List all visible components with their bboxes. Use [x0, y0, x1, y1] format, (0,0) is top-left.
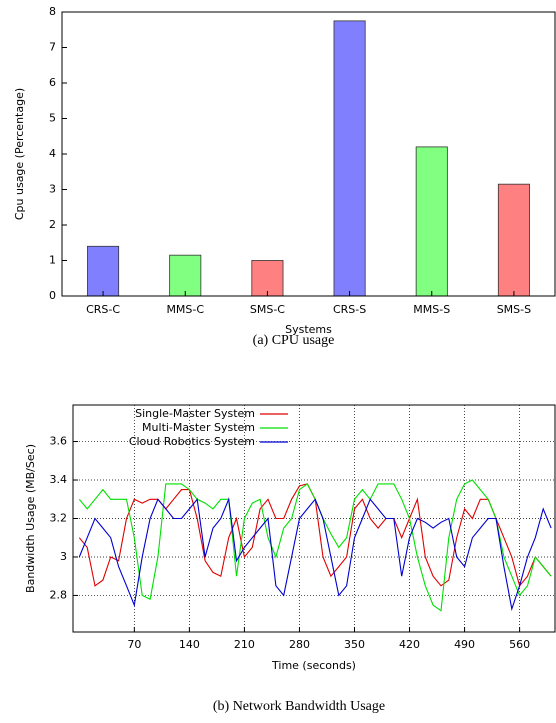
- x-tick-label: MMS-S: [413, 303, 450, 316]
- x-tick-label: SMS-C: [250, 303, 285, 316]
- bar: [415, 146, 448, 297]
- y-tick-label: 3.2: [50, 512, 68, 525]
- y-tick-label: 3: [60, 550, 67, 563]
- y-tick-label: 4: [49, 147, 56, 160]
- bar: [251, 260, 284, 297]
- bar: [497, 183, 530, 297]
- plot-frame: [72, 404, 556, 633]
- plot-frame: [61, 11, 556, 297]
- bar: [87, 245, 120, 297]
- y-tick-label: 3.4: [50, 473, 68, 486]
- y-tick-label: 3.6: [50, 435, 68, 448]
- x-tick-label: 210: [234, 638, 255, 651]
- x-tick-label: 70: [127, 638, 141, 651]
- y-tick-label: 6: [49, 76, 56, 89]
- x-tick-label: MMS-C: [166, 303, 204, 316]
- x-tick-label: CRS-S: [333, 303, 366, 316]
- y-tick-label: 8: [49, 5, 56, 18]
- legend-label: Multi-Master System: [142, 421, 255, 434]
- x-tick-label: 420: [399, 638, 420, 651]
- legend-label: Cloud Robotics System: [129, 435, 255, 448]
- caption: (a) CPU usage: [253, 333, 335, 348]
- x-tick-label: CRS-C: [86, 303, 120, 316]
- x-tick-label: 350: [344, 638, 365, 651]
- legend-label: Single-Master System: [135, 407, 255, 420]
- x-tick-label: 560: [509, 638, 530, 651]
- x-tick-label: 140: [179, 638, 200, 651]
- y-tick-label: 1: [49, 254, 56, 267]
- x-tick-label: SMS-S: [497, 303, 531, 316]
- y-tick-label: 0: [49, 289, 56, 302]
- y-axis-label: Cpu usage (Percentage): [13, 88, 26, 220]
- bar: [169, 254, 202, 297]
- bar: [333, 20, 366, 297]
- y-tick-label: 2.8: [50, 588, 68, 601]
- x-tick-label: 490: [454, 638, 475, 651]
- y-tick-label: 3: [49, 183, 56, 196]
- x-axis-label: Time (seconds): [271, 659, 356, 672]
- y-tick-label: 5: [49, 112, 56, 125]
- series-line: [78, 497, 552, 612]
- caption: (b) Network Bandwidth Usage: [213, 699, 385, 714]
- y-tick-label: 7: [49, 41, 56, 54]
- x-axis-label: Systems: [285, 323, 332, 336]
- y-axis-label: Bandwidth Usage (MB/Sec): [24, 444, 37, 593]
- x-tick-label: 280: [289, 638, 310, 651]
- y-tick-label: 2: [49, 218, 56, 231]
